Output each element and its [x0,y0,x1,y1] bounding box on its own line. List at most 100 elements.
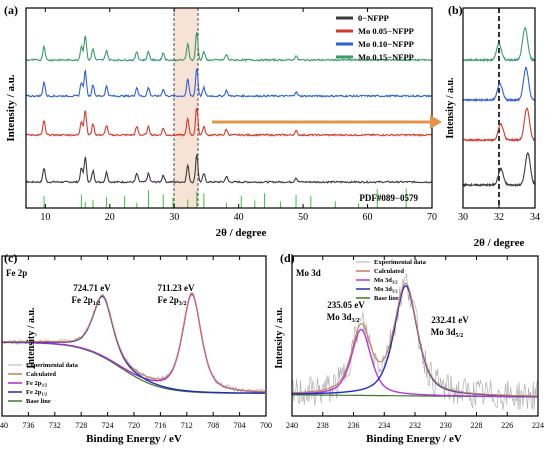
panel-c: (c) Fe 2p 740 736 732 728 724 720 716 712 708 704… [0,251,272,445]
panel-label-c: (c) [4,251,17,265]
pattern-line-0 [25,154,433,184]
c-tick-label-6: 716 [154,421,166,430]
series-b [462,27,536,188]
legend-label-baseline-d: Base line [374,295,399,302]
d-tick-label-6: 228 [471,421,483,430]
c-tick-label-4: 724 [102,421,114,430]
legend-label-fe2p32: Fe 2p3/2 [26,380,48,388]
y-axis-label-c: Intensity / a.u. [26,307,37,369]
x-ticks-c: 740 736 732 728 724 720 716 712 708 704 700 [0,256,272,430]
annotation-fe2p32-energy: 711.23 eV [158,283,195,293]
panel-d: (d) Mo 3d 240 238 236 234 232 230 228 226 224 Bi… [274,251,544,445]
annotation-mo3d32-energy: 235.05 eV [327,300,365,310]
b-tick-label-2: 34 [530,212,540,223]
d-tick-label-7: 226 [501,421,513,430]
d-component-0 [292,328,538,398]
d-tick-label-4: 232 [409,421,421,430]
legend-label-exp-d: Experimental data [374,259,427,266]
x-axis-label-b: 2θ / degree [474,237,525,249]
legend-label-exp-c: Experimental data [26,362,79,369]
zoom-line-3 [462,27,536,63]
a-tick-label-3: 40 [234,212,244,223]
pattern-line-2 [25,68,432,99]
d-tick-label-8: 224 [532,421,544,430]
a-tick-label-6: 70 [427,212,437,223]
y-axis-label-b: Intensity / a.u. [445,77,456,139]
annotation-fe2p32-label: Fe 2p3/2 [158,295,187,307]
legend-label-mo3d52: Mo 3d5/2 [374,286,398,294]
x-axis-label-d: Binding Energy / eV [366,433,462,445]
c-calculated-line [2,292,265,393]
a-tick-label-1: 20 [105,212,115,223]
legend-label-baseline-c: Base line [26,398,51,405]
panel-title-c: Fe 2p [6,268,27,278]
c-tick-label-2: 732 [49,421,61,430]
x-ticks-d: 240 238 236 234 232 230 228 226 224 [286,256,544,430]
plot-frame-a [25,7,433,209]
c-tick-label-3: 728 [75,421,87,430]
b-tick-label-0: 30 [458,212,468,223]
panel-a: (a) 10 20 30 40 50 60 70 2θ / degree Intensity… [4,3,442,239]
reference-card-label: PDF#089−0579 [359,193,418,203]
panel-b: (b) 30 32 34 2θ / degree Intensity / a.u. [445,3,540,249]
panel-title-d: Mo 3d [296,268,321,278]
d-calculated-line [291,282,538,397]
pattern-line-3 [25,32,433,63]
a-tick-label-4: 50 [298,212,308,223]
x-axis-label-c: Binding Energy / eV [86,433,182,445]
plot-frame-d [291,255,539,417]
x-ticks-b: 30 32 34 [458,8,540,223]
d-tick-label-5: 230 [440,421,452,430]
legend-label-fe2p12: Fe 2p1/2 [26,389,48,397]
reference-peaks-a [43,188,407,208]
d-tick-label-1: 238 [317,421,329,430]
arrow-to-panel-b [212,115,442,129]
zoom-line-2 [462,66,535,103]
legend-a: 0−NFPP Mo 0.05−NFPP Mo 0.10−NFPP Mo 0.15… [336,13,414,62]
series-a [25,32,433,184]
zoom-line-0 [462,151,536,188]
arrow-head [430,115,442,129]
legend-label-calc-d: Calculated [374,268,404,275]
legend-label-calc-c: Calculated [26,371,56,378]
x-axis-label-a: 2θ / degree [216,227,267,239]
series-d [291,273,538,411]
legend-d: Experimental data Calculated Mo 3d3/2 Mo… [356,259,427,302]
d-tick-label-2: 236 [348,421,360,430]
annotation-mo3d32-label: Mo 3d3/2 [327,312,359,324]
c-tick-label-1: 736 [22,421,34,430]
a-tick-label-0: 10 [40,212,50,223]
legend-label-mo005: Mo 0.05−NFPP [358,26,414,36]
c-tick-label-5: 720 [128,421,140,430]
zoom-line-1 [462,107,535,143]
annotation-mo3d52-energy: 232.41 eV [431,315,469,325]
c-tick-label-7: 712 [181,421,193,430]
x-ticks-a: 10 20 30 40 50 60 70 [40,8,437,223]
c-tick-label-8: 708 [207,421,219,430]
c-component-1 [2,295,265,394]
pattern-line-1 [25,107,433,137]
c-tick-label-0: 740 [0,421,8,430]
d-tick-label-3: 234 [378,421,390,430]
c-tick-label-9: 704 [234,421,246,430]
panel-label-b: (b) [448,3,463,17]
legend-label-0nfpp: 0−NFPP [358,13,389,23]
c-tick-label-10: 700 [260,421,272,430]
y-axis-label-a: Intensity / a.u. [5,74,17,141]
a-tick-label-5: 60 [363,212,373,223]
panel-label-a: (a) [4,3,18,17]
d-experimental-line [291,273,538,411]
annotation-fe2p12-label: Fe 2p1/2 [72,295,101,307]
d-tick-label-0: 240 [286,421,298,430]
legend-c: Experimental data Calculated Fe 2p3/2 Fe… [8,362,79,405]
annotation-mo3d52-label: Mo 3d5/2 [431,327,463,339]
legend-label-mo010: Mo 0.10−NFPP [358,39,414,49]
legend-label-mo015: Mo 0.15−NFPP [358,52,414,62]
annotation-fe2p12-energy: 724.71 eV [73,283,111,293]
legend-label-mo3d32: Mo 3d3/2 [374,277,398,285]
y-axis-label-d: Intensity / a.u. [274,307,285,369]
a-tick-label-2: 30 [169,212,179,223]
series-c [1,291,266,395]
panel-label-d: (d) [280,251,295,265]
